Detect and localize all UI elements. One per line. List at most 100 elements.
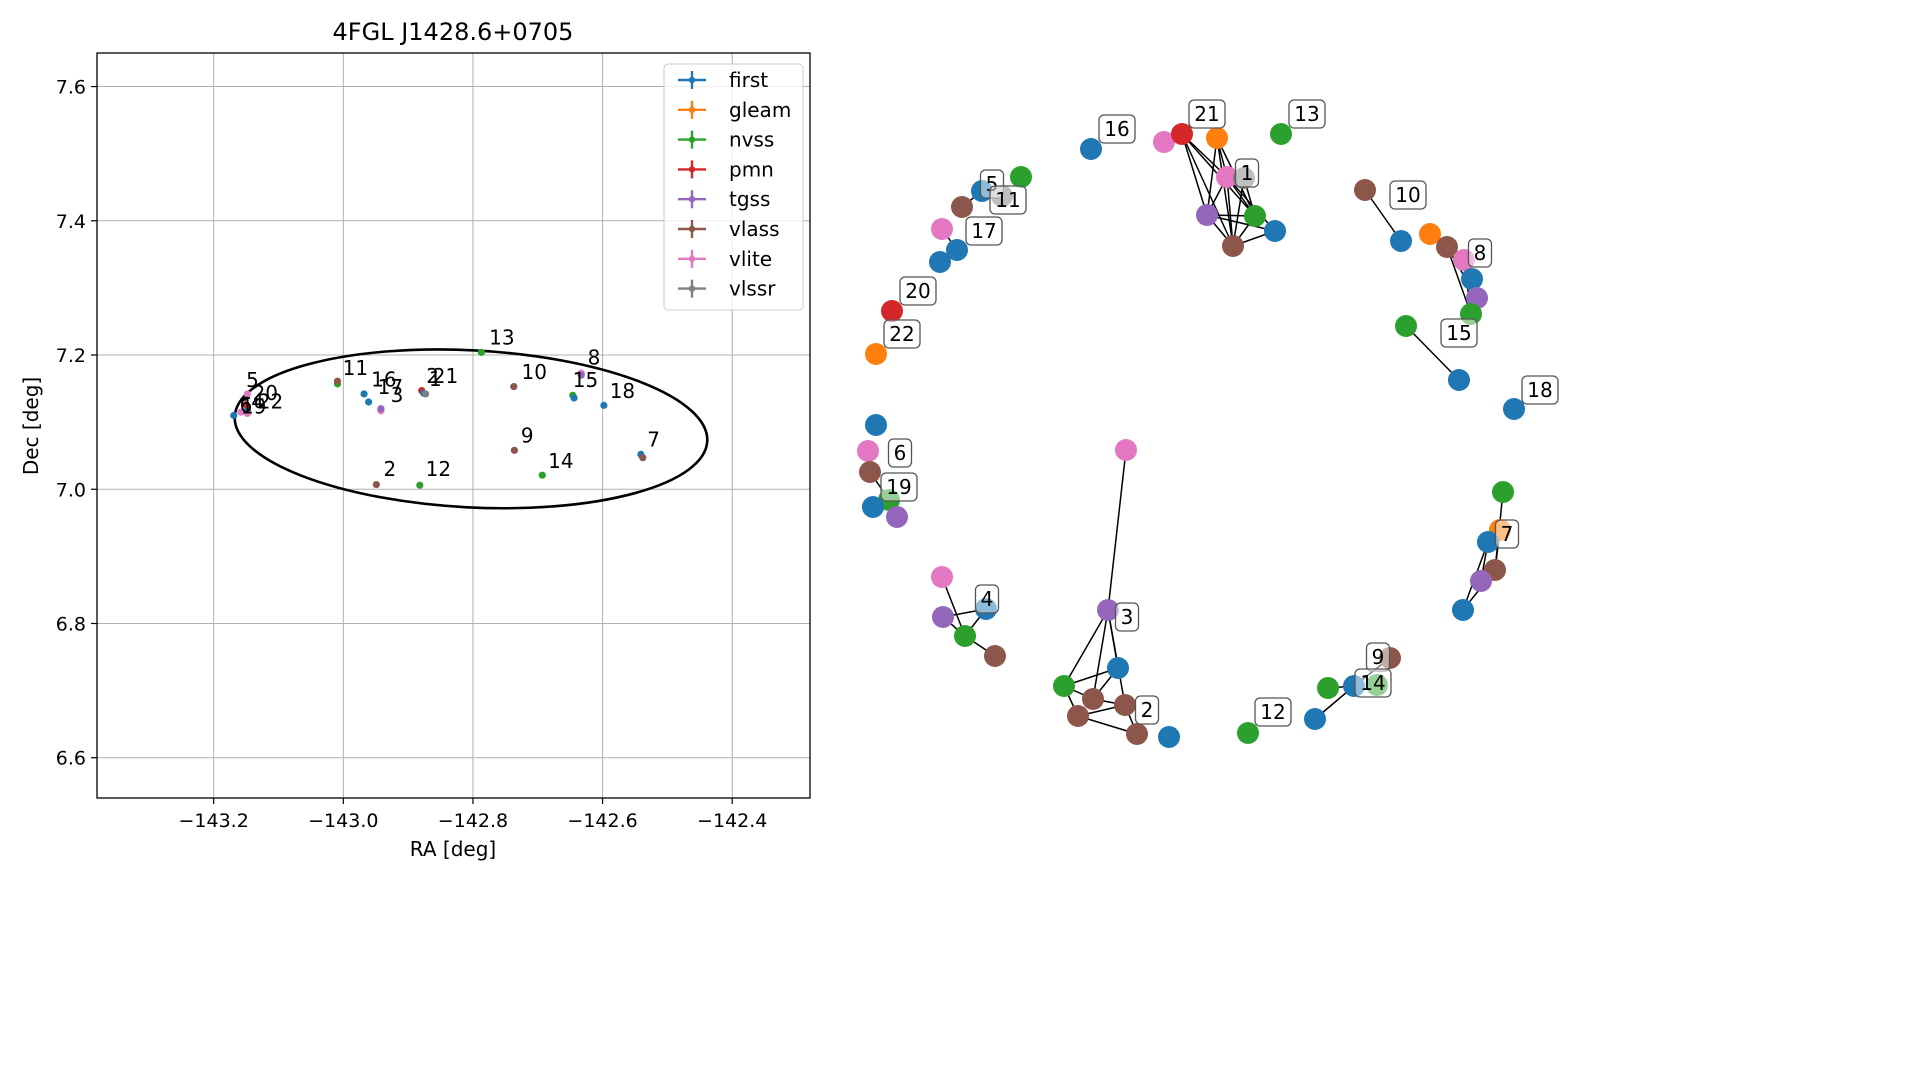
network-label-box (965, 216, 1003, 246)
network-node-tgss (932, 606, 954, 628)
network-node-first (929, 251, 951, 273)
data-point-nvss (416, 481, 424, 489)
network-label-box (1389, 180, 1427, 210)
data-point-pmn (242, 401, 250, 409)
data-point-nvss (477, 348, 485, 356)
network-label: 7 (1501, 522, 1514, 546)
y-tick-label: 7.6 (56, 77, 86, 99)
network-label-box (899, 276, 937, 306)
point-label: 8 (588, 345, 601, 369)
data-point-vlass (372, 480, 380, 489)
network-node-nvss (1270, 123, 1292, 145)
point-label: 6 (240, 393, 253, 417)
network-node-pmn (881, 300, 903, 322)
point-label: 15 (573, 368, 598, 392)
chart-title: 4FGL J1428.6+0705 (333, 18, 574, 46)
network-label-box (1494, 519, 1520, 549)
network-node-first (1452, 599, 1474, 621)
point-label: 3 (391, 383, 404, 407)
network-node-gleam (1419, 223, 1441, 245)
point-label: 20 (253, 381, 278, 405)
network-node-vlass (1114, 694, 1136, 716)
network-node-first (1107, 657, 1129, 679)
legend: first gleam nvss pmn tgss vlass vlite vlssr (663, 63, 804, 311)
network-label: 22 (889, 322, 914, 346)
network-label-box (1440, 318, 1478, 348)
legend-entry-first: first (729, 68, 768, 92)
network-node-vlass (1436, 236, 1458, 258)
network-node-vlite (1115, 439, 1137, 461)
network-label: 14 (1360, 671, 1385, 695)
network-label-box (1188, 99, 1226, 129)
data-point-vlite (237, 408, 245, 416)
network-node-first (946, 239, 968, 261)
data-point-vlass (510, 446, 519, 454)
network-edge (1226, 176, 1234, 247)
y-tick-label: 7.2 (56, 345, 86, 367)
legend-entry-tgss: tgss (729, 187, 770, 211)
point-label: 7 (647, 427, 660, 451)
network-node-pmn (1171, 123, 1193, 145)
network-label: 16 (1104, 117, 1129, 141)
legend-marker-vlass (688, 225, 696, 233)
network-node-first (1080, 138, 1102, 160)
network-node-vlass (1067, 705, 1089, 727)
y-axis-label: Dec [deg] (19, 377, 43, 475)
data-point-first (230, 411, 238, 420)
network-node-first (1503, 398, 1525, 420)
network-node-tgss (1470, 570, 1492, 592)
network-edge (1181, 133, 1234, 247)
network-label-box (1114, 602, 1140, 632)
data-point-vlass (333, 377, 342, 385)
network-label-box (1467, 238, 1493, 268)
x-tick-label: −143.0 (308, 810, 378, 832)
network-label: 4 (981, 587, 994, 611)
network-node-vlass (1222, 235, 1244, 257)
network-node-vlite (857, 440, 879, 462)
point-label: 13 (489, 325, 514, 349)
legend-marker-vlite (688, 255, 696, 262)
y-tick-label: 6.6 (56, 748, 86, 770)
data-point-first (600, 401, 608, 409)
data-point-vlass (510, 382, 518, 391)
network-node-first (1461, 268, 1483, 290)
data-point-tgss (577, 371, 585, 379)
point-label: 12 (426, 457, 451, 481)
network-node-first (862, 496, 884, 518)
point-label: 11 (343, 356, 368, 380)
network-node-nvss (1237, 722, 1259, 744)
network-label-box (1134, 695, 1160, 725)
network-node-first (1477, 531, 1499, 553)
data-point-vlass (639, 454, 647, 462)
network-label: 2 (1141, 698, 1154, 722)
network-node-vlite (931, 218, 953, 240)
point-label: 2 (383, 457, 396, 481)
network-label: 18 (1527, 378, 1552, 402)
legend-marker-tgss (688, 196, 696, 203)
point-label: 14 (548, 449, 573, 473)
network-node-nvss (954, 625, 976, 647)
y-tick-label: 7.0 (56, 479, 86, 501)
network-edge (1181, 133, 1208, 216)
network-label: 3 (1121, 605, 1134, 629)
network-label-box (989, 185, 1027, 215)
point-label: 19 (241, 394, 266, 418)
network-edge (1446, 246, 1472, 315)
network-label: 20 (905, 279, 930, 303)
network-node-first (865, 414, 887, 436)
data-point-first (360, 390, 368, 398)
network-node-vlite (931, 566, 953, 588)
point-label: 22 (258, 390, 283, 414)
x-tick-label: −142.8 (438, 810, 508, 832)
network-edge (1206, 137, 1218, 216)
network-label: 1 (1241, 161, 1254, 185)
data-point-tgss (377, 405, 385, 413)
network-label-box (883, 319, 921, 349)
network-node-vlass (984, 645, 1006, 667)
legend-marker-gleam (688, 106, 696, 114)
legend-entry-vlssr: vlssr (729, 277, 776, 301)
legend-items: first gleam nvss pmn tgss vlass vlite vlssr (678, 68, 791, 301)
